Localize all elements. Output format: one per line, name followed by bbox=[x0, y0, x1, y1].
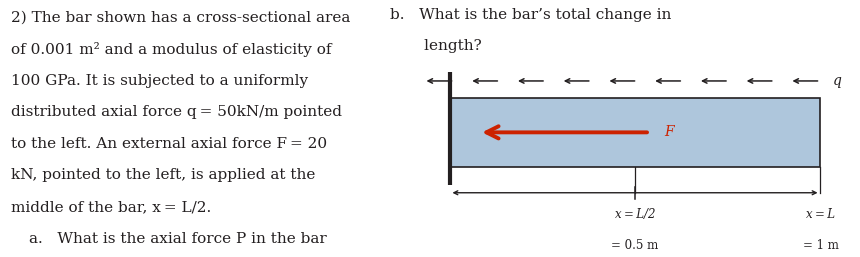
Text: b.   What is the bar’s total change in: b. What is the bar’s total change in bbox=[390, 8, 672, 22]
Text: x = L/2: x = L/2 bbox=[615, 208, 655, 221]
Text: middle of the bar, x = L/2.: middle of the bar, x = L/2. bbox=[11, 200, 212, 214]
Text: = 0.5 m: = 0.5 m bbox=[611, 239, 659, 252]
Bar bbox=[450, 98, 820, 167]
Text: = 1 m: = 1 m bbox=[802, 239, 838, 252]
Text: a.   What is the axial force P in the bar: a. What is the axial force P in the bar bbox=[29, 232, 327, 245]
Text: distributed axial force q = 50kN/m pointed: distributed axial force q = 50kN/m point… bbox=[11, 105, 342, 119]
Text: to the left. An external axial force F = 20: to the left. An external axial force F =… bbox=[11, 137, 327, 151]
Text: kN, pointed to the left, is applied at the: kN, pointed to the left, is applied at t… bbox=[11, 168, 316, 182]
Text: length?: length? bbox=[390, 39, 482, 53]
Text: 2) The bar shown has a cross-sectional area: 2) The bar shown has a cross-sectional a… bbox=[11, 10, 350, 24]
Text: x = L: x = L bbox=[806, 208, 835, 221]
Text: F: F bbox=[665, 125, 674, 139]
Text: of 0.001 m² and a modulus of elasticity of: of 0.001 m² and a modulus of elasticity … bbox=[11, 42, 331, 57]
Text: q: q bbox=[832, 74, 842, 88]
Text: 100 GPa. It is subjected to a uniformly: 100 GPa. It is subjected to a uniformly bbox=[11, 74, 308, 87]
